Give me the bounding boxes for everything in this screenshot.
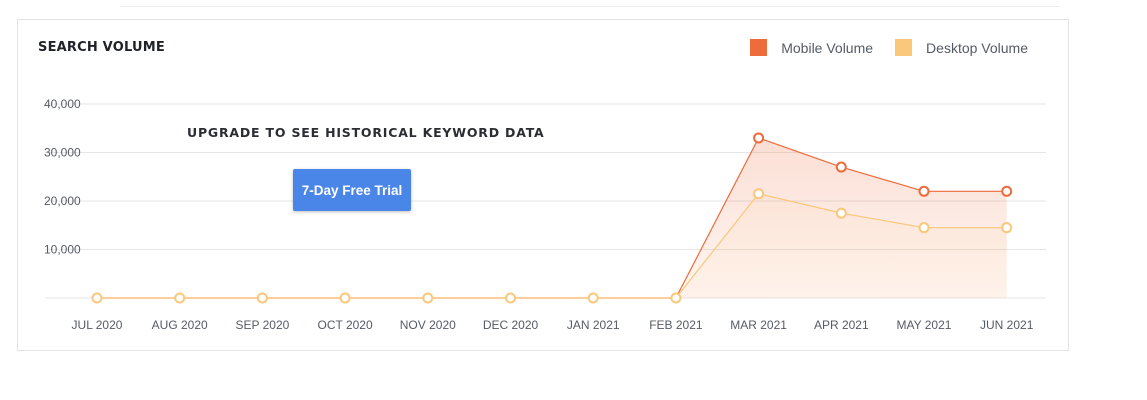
top-divider — [120, 0, 1060, 7]
x-tick-label: FEB 2021 — [649, 318, 703, 332]
desktop-point — [174, 292, 186, 304]
mobile-area — [97, 137, 1007, 298]
mobile-point — [835, 161, 847, 173]
x-tick-label: NOV 2020 — [400, 318, 456, 332]
desktop-point — [422, 292, 434, 304]
desktop-point — [753, 188, 765, 200]
upgrade-message: UPGRADE TO SEE HISTORICAL KEYWORD DATA — [187, 125, 545, 140]
x-tick-label: JUL 2020 — [72, 318, 123, 332]
legend-swatch-mobile — [750, 39, 768, 56]
legend-item-desktop[interactable]: Desktop Volume — [895, 39, 1028, 56]
mobile-point — [753, 132, 765, 144]
x-tick-label: OCT 2020 — [318, 318, 373, 332]
chart-legend: Mobile Volume Desktop Volume — [728, 39, 1028, 56]
desktop-line — [97, 193, 1007, 299]
desktop-point — [505, 292, 516, 304]
legend-label-mobile: Mobile Volume — [781, 39, 874, 56]
mobile-point — [918, 185, 930, 197]
y-tick-label: 30,000 — [44, 146, 81, 160]
x-tick-label: APR 2021 — [814, 318, 869, 332]
desktop-point — [91, 292, 103, 304]
y-tick-label: 10,000 — [44, 243, 81, 257]
legend-item-mobile[interactable]: Mobile Volume — [750, 39, 873, 56]
desktop-point — [339, 292, 351, 304]
x-tick-label: JAN 2021 — [567, 318, 620, 332]
y-tick-label: 40,000 — [44, 97, 81, 111]
desktop-point — [1001, 222, 1013, 234]
x-tick-label: MAY 2021 — [897, 318, 952, 332]
desktop-point — [835, 207, 847, 219]
desktop-area — [97, 193, 1007, 298]
x-tick-label: SEP 2020 — [235, 318, 289, 332]
desktop-point — [670, 292, 682, 304]
legend-swatch-desktop — [895, 39, 913, 56]
desktop-point — [918, 222, 930, 234]
free-trial-button[interactable]: 7-Day Free Trial — [293, 169, 411, 211]
desktop-point — [587, 292, 599, 304]
mobile-point — [1001, 185, 1013, 197]
legend-label-desktop: Desktop Volume — [926, 39, 1028, 56]
card-title: SEARCH VOLUME — [38, 40, 165, 55]
x-tick-label: JUN 2021 — [980, 318, 1034, 332]
y-tick-label: 20,000 — [44, 194, 81, 208]
x-tick-label: DEC 2020 — [483, 318, 539, 332]
x-tick-label: AUG 2020 — [152, 318, 208, 332]
desktop-point — [256, 292, 268, 304]
x-tick-label: MAR 2021 — [730, 318, 787, 332]
